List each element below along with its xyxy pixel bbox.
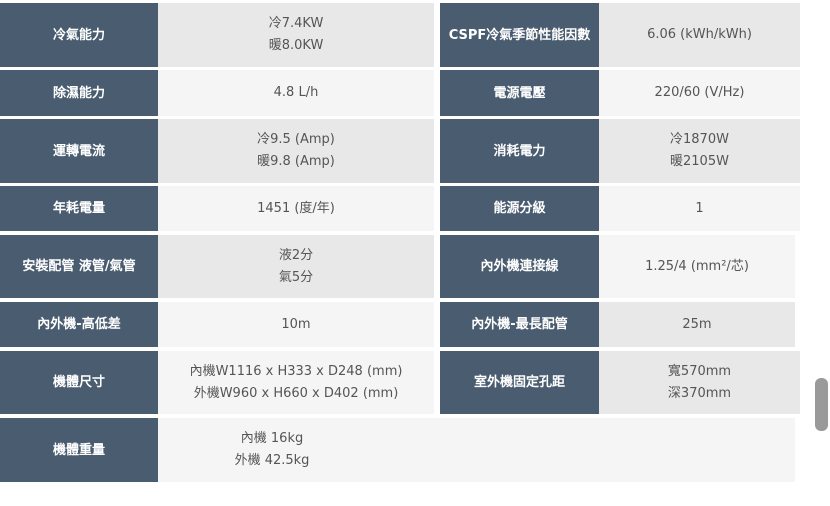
spec-label: 機體尺寸 [0, 351, 158, 414]
spec-value: 25m [599, 302, 795, 347]
spec-label: 安裝配管 液管/氣管 [0, 235, 158, 298]
scrollbar-thumb[interactable] [815, 378, 828, 431]
spec-value-line: 外機 42.5kg [234, 453, 310, 468]
spec-value-line: 220/60 (V/Hz) [654, 85, 745, 100]
spec-value: 4.8 L/h [158, 70, 434, 116]
spec-label: CSPF冷氣季節性能因數 [440, 3, 599, 67]
spec-value: 內機 16kg 外機 42.5kg [158, 418, 386, 482]
spec-value-line: 1451 (度/年) [257, 200, 335, 216]
spec-label: 內外機連接線 [440, 235, 599, 298]
spec-value-line: 液2分 [278, 247, 314, 263]
spec-value-line: 25m [682, 316, 712, 332]
spec-value-line: 氣5分 [278, 269, 314, 285]
spec-value-line: 冷9.5 (Amp) [257, 132, 335, 147]
spec-value: 6.06 (kWh/kWh) [599, 3, 800, 67]
spec-value: 內機W1116 x H333 x D248 (mm) 外機W960 x H660 … [158, 351, 434, 414]
spec-value-line: 暖2105W [670, 154, 729, 169]
spec-label: 內外機-高低差 [0, 302, 158, 347]
spec-value-line: 暖9.8 (Amp) [257, 154, 335, 169]
spec-value-line: 外機W960 x H660 x D402 (mm) [193, 385, 399, 401]
spec-label: 運轉電流 [0, 119, 158, 183]
spec-value-line: 1 [695, 200, 704, 216]
spec-value-line: 冷1870W [670, 132, 729, 147]
spec-value: 220/60 (V/Hz) [599, 70, 800, 116]
spec-value: 10m [158, 302, 434, 347]
spec-label: 消耗電力 [440, 119, 599, 183]
spec-label: 室外機固定孔距 [440, 351, 599, 414]
spec-value-line: 10m [281, 316, 311, 332]
spec-value-line: 暖8.0KW [268, 38, 324, 53]
spec-value-line: 6.06 (kWh/kWh) [647, 27, 752, 42]
spec-label: 能源分級 [440, 186, 599, 231]
spec-value: 冷9.5 (Amp) 暖9.8 (Amp) [158, 119, 434, 183]
spec-value: 液2分 氣5分 [158, 235, 434, 298]
spec-value: 冷7.4KW 暖8.0KW [158, 3, 434, 67]
spec-label: 內外機-最長配管 [440, 302, 599, 347]
spec-value-line: 內機 16kg [240, 431, 304, 446]
spec-value-line: 寬570mm [667, 363, 732, 379]
spec-row-bg [158, 418, 795, 482]
spec-value: 1 [599, 186, 800, 231]
spec-value-line: 1.25/4 (mm²/芯) [645, 258, 749, 274]
spec-value-line: 冷7.4KW [268, 16, 324, 31]
spec-value-line: 深370mm [667, 385, 732, 401]
spec-label: 冷氣能力 [0, 3, 158, 67]
spec-value: 寬570mm 深370mm [599, 351, 800, 414]
spec-label: 年耗電量 [0, 186, 158, 231]
spec-label: 機體重量 [0, 418, 158, 482]
spec-value: 1.25/4 (mm²/芯) [599, 235, 795, 298]
spec-value-line: 內機W1116 x H333 x D248 (mm) [189, 363, 403, 379]
spec-value: 冷1870W 暖2105W [599, 119, 800, 183]
spec-value: 1451 (度/年) [158, 186, 434, 231]
spec-value-line: 4.8 L/h [273, 85, 319, 100]
spec-label: 電源電壓 [440, 70, 599, 116]
spec-label: 除濕能力 [0, 70, 158, 116]
